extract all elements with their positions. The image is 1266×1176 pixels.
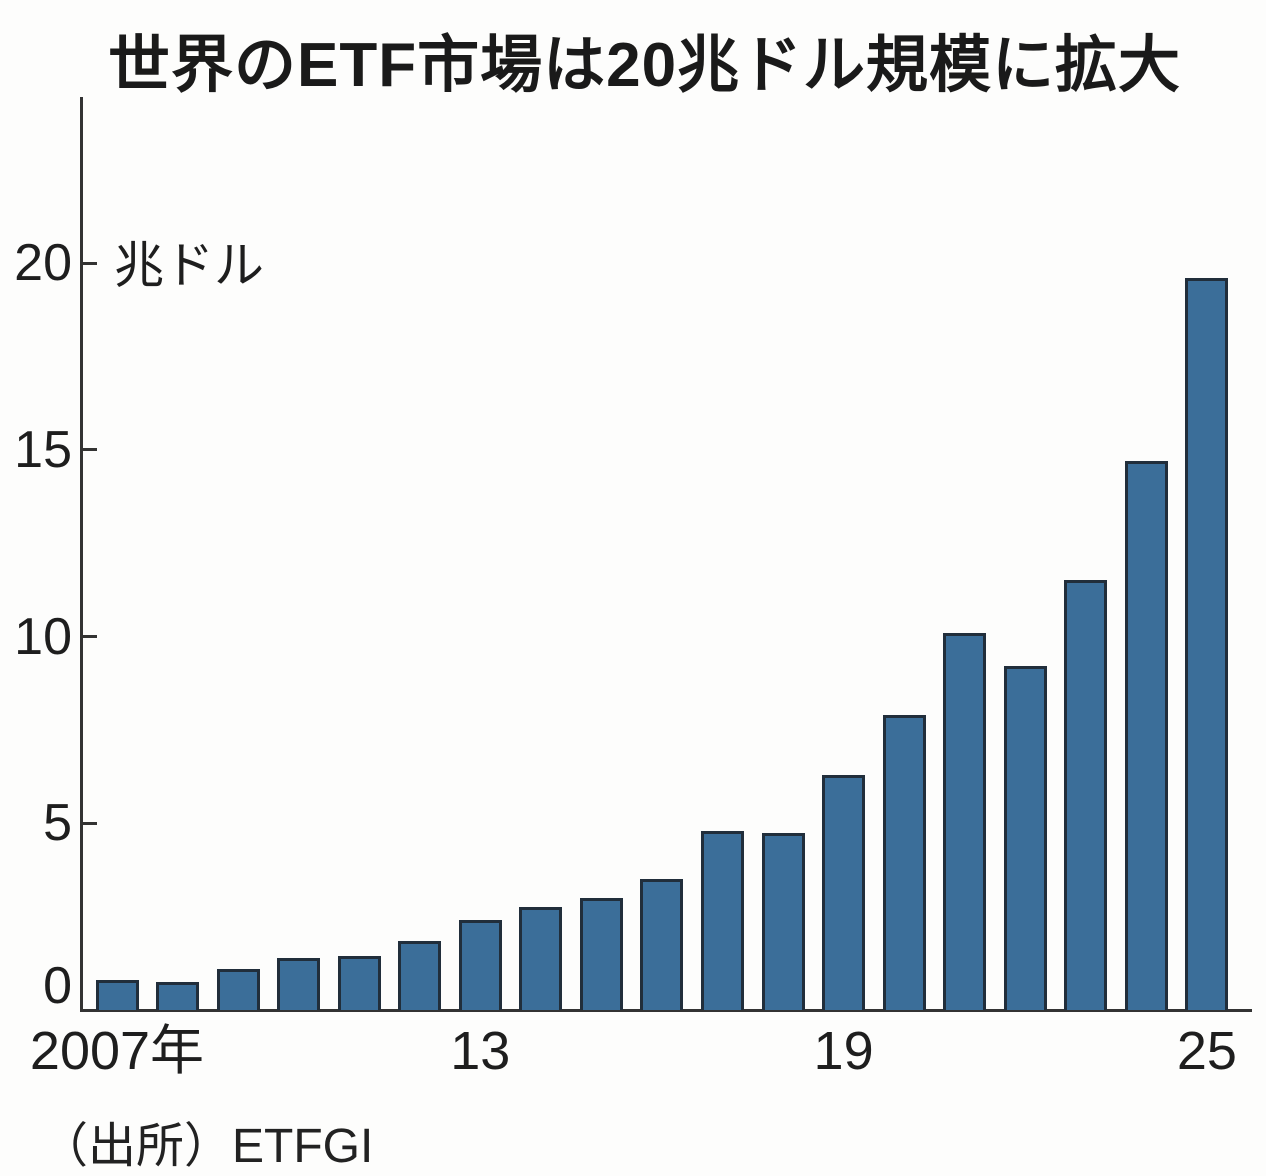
y-tick-label-0: 0 (43, 957, 72, 1015)
bar-2025 (1185, 278, 1229, 1010)
bar-2019 (822, 775, 866, 1010)
bar-2008 (156, 982, 200, 1010)
y-tick-label-5: 5 (43, 794, 72, 853)
bar-2022 (1003, 666, 1047, 1010)
y-tick-5 (83, 821, 97, 825)
bar-2024 (1124, 461, 1168, 1010)
bar-2011 (337, 956, 381, 1010)
y-axis-unit-label: 兆ドル (114, 237, 264, 294)
bar-2010 (277, 958, 321, 1010)
x-tick-label-2007: 2007年 (29, 1021, 205, 1081)
bar-2014 (519, 907, 563, 1010)
bar-2023 (1064, 580, 1108, 1010)
bar-2020 (882, 715, 926, 1010)
bar-2016 (640, 879, 684, 1010)
bar-2012 (398, 941, 442, 1010)
bar-2009 (216, 969, 260, 1010)
y-tick-15 (83, 448, 97, 452)
bar-2015 (579, 898, 623, 1010)
bar-2021 (943, 633, 987, 1010)
bar-2017 (701, 831, 744, 1010)
y-tick-label-15: 15 (14, 420, 72, 479)
chart-title: 世界のETF市場は20兆ドル規模に拡大 (108, 31, 1182, 100)
x-tick-label-2013: 13 (450, 1021, 511, 1081)
bar-2013 (458, 920, 502, 1010)
x-tick-label-2025: 25 (1176, 1021, 1237, 1081)
bar-2018 (761, 833, 805, 1010)
y-axis-line (80, 97, 83, 1012)
y-tick-label-10: 10 (14, 607, 72, 666)
x-tick-label-2019: 19 (813, 1021, 874, 1081)
bar-2007 (95, 980, 139, 1010)
y-tick-label-20: 20 (14, 234, 72, 292)
source-label: （出所）ETFGI (40, 1120, 374, 1173)
y-tick-20 (83, 261, 97, 265)
y-tick-10 (83, 635, 97, 638)
x-axis-line (80, 1009, 1252, 1012)
